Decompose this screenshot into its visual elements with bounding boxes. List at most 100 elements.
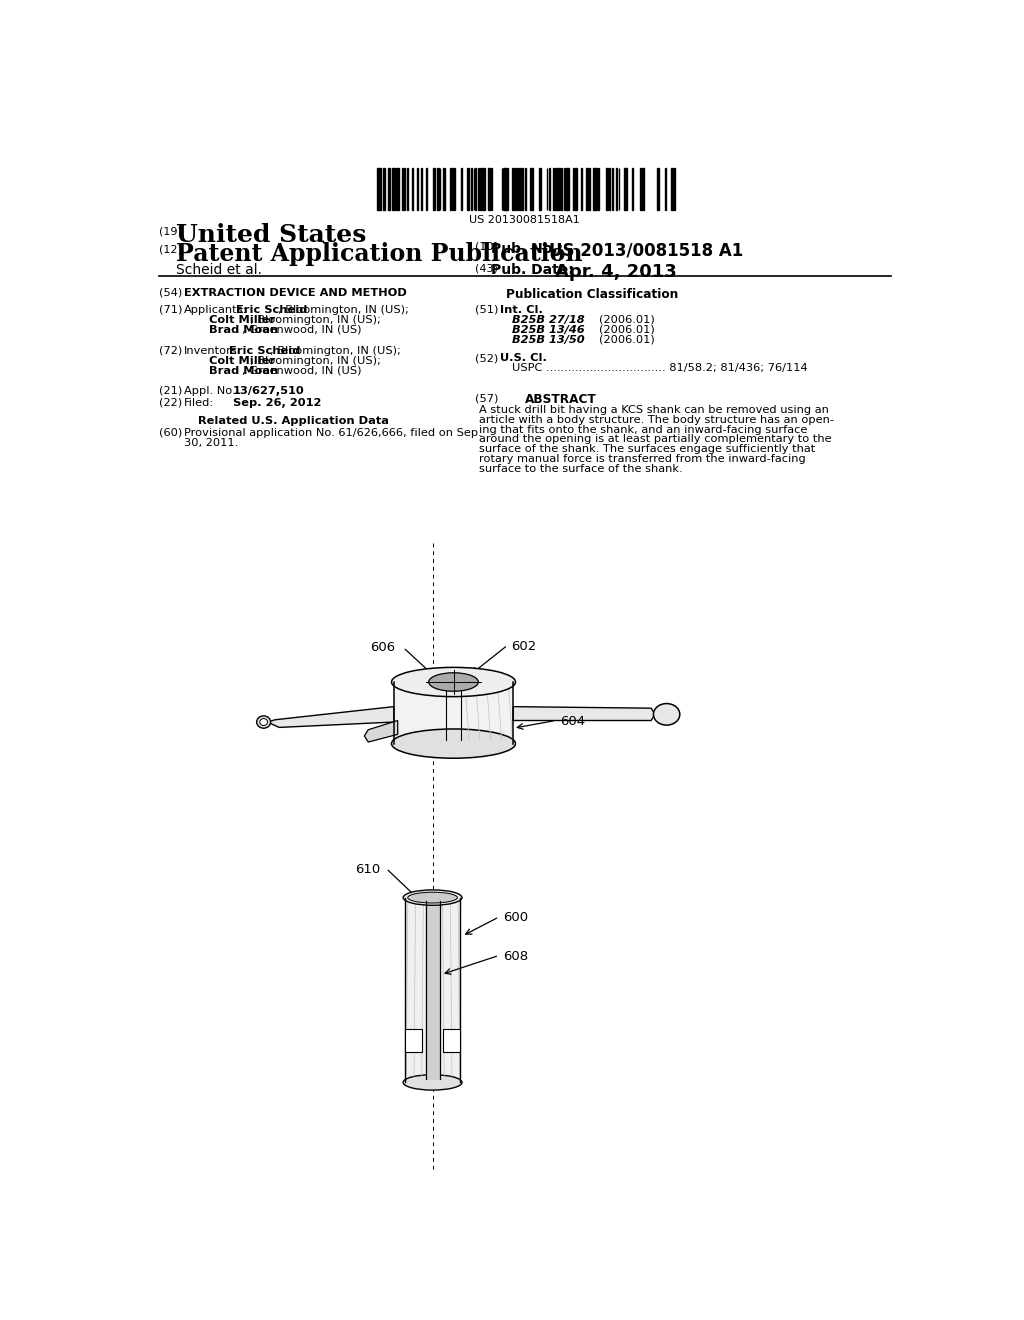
Bar <box>575 168 577 210</box>
Ellipse shape <box>408 892 458 903</box>
Bar <box>515 168 516 210</box>
Text: 602: 602 <box>512 640 537 652</box>
Text: (2006.01): (2006.01) <box>599 325 655 335</box>
Text: rotary manual force is transferred from the inward-facing: rotary manual force is transferred from … <box>479 454 806 465</box>
Text: B25B 13/46: B25B 13/46 <box>512 325 585 335</box>
Bar <box>506 168 508 210</box>
Text: article with a body structure. The body structure has an open-: article with a body structure. The body … <box>479 414 835 425</box>
Text: Related U.S. Application Data: Related U.S. Application Data <box>198 416 389 425</box>
Polygon shape <box>365 721 397 742</box>
Bar <box>443 168 445 210</box>
Bar <box>433 168 435 210</box>
Bar <box>624 168 626 210</box>
Text: , Bloomington, IN (US);: , Bloomington, IN (US); <box>250 355 381 366</box>
Bar <box>657 168 658 210</box>
Text: Brad Moan: Brad Moan <box>209 325 278 335</box>
Text: B25B 13/50: B25B 13/50 <box>512 335 585 345</box>
Text: USPC ................................. 81/58.2; 81/436; 76/114: USPC ................................. 8… <box>512 363 808 374</box>
Bar <box>391 168 394 210</box>
Bar <box>606 168 607 210</box>
Bar <box>553 168 554 210</box>
Text: 600: 600 <box>503 911 528 924</box>
Bar <box>595 168 597 210</box>
Text: Colt Miller: Colt Miller <box>209 314 274 325</box>
Text: Publication Classification: Publication Classification <box>506 288 679 301</box>
Bar <box>383 168 385 210</box>
Text: 30, 2011.: 30, 2011. <box>183 438 238 447</box>
Text: (2006.01): (2006.01) <box>599 335 655 345</box>
Text: Appl. No.:: Appl. No.: <box>183 385 240 396</box>
Bar <box>412 168 414 210</box>
Text: Patent Application Publication: Patent Application Publication <box>176 242 583 265</box>
Ellipse shape <box>403 1074 462 1090</box>
Bar <box>401 168 403 210</box>
Ellipse shape <box>653 704 680 725</box>
Text: (2006.01): (2006.01) <box>599 314 655 325</box>
Text: , Greenwood, IN (US): , Greenwood, IN (US) <box>243 325 361 335</box>
Polygon shape <box>513 706 655 721</box>
Text: , Greenwood, IN (US): , Greenwood, IN (US) <box>243 366 361 375</box>
Text: United States: United States <box>176 223 367 247</box>
Bar <box>503 168 505 210</box>
Text: 608: 608 <box>503 950 528 964</box>
Text: Pub. No.:: Pub. No.: <box>490 242 563 256</box>
Polygon shape <box>404 1028 422 1052</box>
Text: (21): (21) <box>159 385 182 396</box>
Bar <box>378 168 381 210</box>
Bar <box>567 168 569 210</box>
Text: A stuck drill bit having a KCS shank can be removed using an: A stuck drill bit having a KCS shank can… <box>479 405 829 414</box>
Text: (22): (22) <box>159 397 182 408</box>
Text: Colt Miller: Colt Miller <box>209 355 274 366</box>
Text: (72): (72) <box>159 346 182 355</box>
Text: (57): (57) <box>475 393 499 403</box>
Polygon shape <box>267 706 394 727</box>
Bar <box>512 168 514 210</box>
Text: Sep. 26, 2012: Sep. 26, 2012 <box>232 397 321 408</box>
Bar <box>388 168 390 210</box>
Text: Provisional application No. 61/626,666, filed on Sep.: Provisional application No. 61/626,666, … <box>183 428 481 438</box>
Text: (54): (54) <box>159 288 182 298</box>
Bar <box>477 168 479 210</box>
Bar <box>437 168 438 210</box>
Ellipse shape <box>391 668 515 697</box>
Text: Eric Scheid: Eric Scheid <box>228 346 300 355</box>
Text: (10): (10) <box>475 242 498 252</box>
Ellipse shape <box>391 729 515 758</box>
Text: , Bloomington, IN (US);: , Bloomington, IN (US); <box>250 314 381 325</box>
Text: (52): (52) <box>475 354 499 363</box>
Bar <box>519 168 521 210</box>
Text: Inventors:: Inventors: <box>183 346 242 355</box>
Text: Applicants:: Applicants: <box>183 305 247 314</box>
Bar <box>488 168 489 210</box>
Text: 13/627,510: 13/627,510 <box>232 385 304 396</box>
Text: Apr. 4, 2013: Apr. 4, 2013 <box>555 263 677 281</box>
Text: 606: 606 <box>371 642 395 655</box>
Text: US 2013/0081518 A1: US 2013/0081518 A1 <box>549 242 743 260</box>
Polygon shape <box>443 1028 461 1052</box>
Bar <box>558 168 560 210</box>
Bar <box>483 168 484 210</box>
Text: B25B 27/18: B25B 27/18 <box>512 314 585 325</box>
Text: U.S. Cl.: U.S. Cl. <box>500 354 547 363</box>
Ellipse shape <box>403 890 462 906</box>
Text: around the opening is at least partially complementary to the: around the opening is at least partially… <box>479 434 831 445</box>
Bar <box>471 168 472 210</box>
Text: Int. Cl.: Int. Cl. <box>500 305 543 314</box>
Ellipse shape <box>429 673 478 692</box>
Bar <box>672 168 673 210</box>
Bar <box>530 168 532 210</box>
Text: ABSTRACT: ABSTRACT <box>524 393 596 407</box>
Bar <box>467 168 469 210</box>
Text: , Bloomington, IN (US);: , Bloomington, IN (US); <box>270 346 401 355</box>
Bar <box>426 900 439 1080</box>
Bar <box>581 168 583 210</box>
Text: Pub. Date:: Pub. Date: <box>490 263 573 277</box>
Bar <box>611 168 613 210</box>
Text: ing that fits onto the shank, and an inward-facing surface: ing that fits onto the shank, and an inw… <box>479 425 808 434</box>
Text: US 20130081518A1: US 20130081518A1 <box>469 215 581 224</box>
Text: Scheid et al.: Scheid et al. <box>176 263 262 277</box>
Text: (43): (43) <box>475 263 498 273</box>
Text: Filed:: Filed: <box>183 397 214 408</box>
Ellipse shape <box>260 718 267 726</box>
Text: surface to the surface of the shank.: surface to the surface of the shank. <box>479 463 683 474</box>
